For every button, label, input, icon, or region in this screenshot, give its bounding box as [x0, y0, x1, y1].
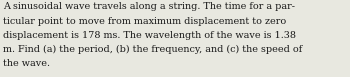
Text: m. Find (a) the period, (b) the frequency, and (c) the speed of: m. Find (a) the period, (b) the frequenc… [3, 45, 302, 54]
Text: ticular point to move from maximum displacement to zero: ticular point to move from maximum displ… [3, 17, 286, 26]
Text: A sinusoidal wave travels along a string. The time for a par-: A sinusoidal wave travels along a string… [3, 2, 295, 11]
Text: the wave.: the wave. [3, 59, 50, 68]
Text: displacement is 178 ms. The wavelength of the wave is 1.38: displacement is 178 ms. The wavelength o… [3, 31, 296, 40]
